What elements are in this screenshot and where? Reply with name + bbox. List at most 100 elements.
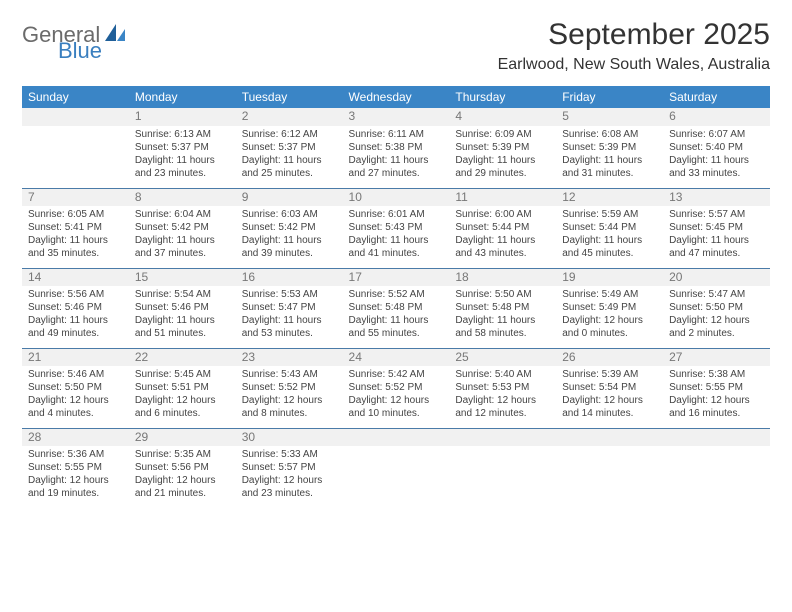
daylight-text: and 53 minutes. <box>242 327 337 340</box>
daylight-text: and 27 minutes. <box>349 167 444 180</box>
day-number: 14 <box>22 269 129 287</box>
sunset-text: Sunset: 5:57 PM <box>242 461 337 474</box>
sunrise-text: Sunrise: 5:45 AM <box>135 368 230 381</box>
calendar-cell: 12Sunrise: 5:59 AMSunset: 5:44 PMDayligh… <box>556 188 663 268</box>
daylight-text: and 23 minutes. <box>242 487 337 500</box>
daylight-text: and 49 minutes. <box>28 327 123 340</box>
sunrise-text: Sunrise: 5:46 AM <box>28 368 123 381</box>
day-number: 9 <box>236 189 343 207</box>
daylight-text: Daylight: 11 hours <box>135 234 230 247</box>
daylight-text: and 51 minutes. <box>135 327 230 340</box>
daylight-text: and 14 minutes. <box>562 407 657 420</box>
calendar-cell: 22Sunrise: 5:45 AMSunset: 5:51 PMDayligh… <box>129 348 236 428</box>
day-number-empty <box>663 429 770 447</box>
sunrise-text: Sunrise: 5:49 AM <box>562 288 657 301</box>
daylight-text: and 23 minutes. <box>135 167 230 180</box>
day-number: 6 <box>663 108 770 126</box>
daylight-text: Daylight: 12 hours <box>562 314 657 327</box>
daylight-text: Daylight: 11 hours <box>669 154 764 167</box>
daylight-text: Daylight: 11 hours <box>562 154 657 167</box>
day-number: 5 <box>556 108 663 126</box>
calendar-cell: 25Sunrise: 5:40 AMSunset: 5:53 PMDayligh… <box>449 348 556 428</box>
calendar-cell: 5Sunrise: 6:08 AMSunset: 5:39 PMDaylight… <box>556 108 663 188</box>
daylight-text: Daylight: 12 hours <box>669 394 764 407</box>
sunset-text: Sunset: 5:53 PM <box>455 381 550 394</box>
daylight-text: Daylight: 11 hours <box>242 234 337 247</box>
calendar-cell <box>343 428 450 508</box>
daylight-text: Daylight: 12 hours <box>349 394 444 407</box>
daylight-text: and 35 minutes. <box>28 247 123 260</box>
day-header: Tuesday <box>236 86 343 108</box>
sunset-text: Sunset: 5:41 PM <box>28 221 123 234</box>
calendar-cell: 8Sunrise: 6:04 AMSunset: 5:42 PMDaylight… <box>129 188 236 268</box>
daylight-text: Daylight: 11 hours <box>28 234 123 247</box>
calendar-cell: 30Sunrise: 5:33 AMSunset: 5:57 PMDayligh… <box>236 428 343 508</box>
daylight-text: and 43 minutes. <box>455 247 550 260</box>
day-number: 15 <box>129 269 236 287</box>
calendar-cell: 26Sunrise: 5:39 AMSunset: 5:54 PMDayligh… <box>556 348 663 428</box>
daylight-text: and 12 minutes. <box>455 407 550 420</box>
daylight-text: and 6 minutes. <box>135 407 230 420</box>
daylight-text: and 8 minutes. <box>242 407 337 420</box>
sunrise-text: Sunrise: 5:42 AM <box>349 368 444 381</box>
day-number: 18 <box>449 269 556 287</box>
sunset-text: Sunset: 5:45 PM <box>669 221 764 234</box>
calendar-cell: 20Sunrise: 5:47 AMSunset: 5:50 PMDayligh… <box>663 268 770 348</box>
day-number: 30 <box>236 429 343 447</box>
daylight-text: Daylight: 11 hours <box>669 234 764 247</box>
daylight-text: and 45 minutes. <box>562 247 657 260</box>
sunrise-text: Sunrise: 5:38 AM <box>669 368 764 381</box>
sunrise-text: Sunrise: 6:03 AM <box>242 208 337 221</box>
sunrise-text: Sunrise: 6:11 AM <box>349 128 444 141</box>
calendar-cell: 24Sunrise: 5:42 AMSunset: 5:52 PMDayligh… <box>343 348 450 428</box>
calendar-week-row: 7Sunrise: 6:05 AMSunset: 5:41 PMDaylight… <box>22 188 770 268</box>
sunrise-text: Sunrise: 5:53 AM <box>242 288 337 301</box>
calendar-cell: 14Sunrise: 5:56 AMSunset: 5:46 PMDayligh… <box>22 268 129 348</box>
daylight-text: Daylight: 12 hours <box>562 394 657 407</box>
calendar-cell: 29Sunrise: 5:35 AMSunset: 5:56 PMDayligh… <box>129 428 236 508</box>
calendar-cell: 16Sunrise: 5:53 AMSunset: 5:47 PMDayligh… <box>236 268 343 348</box>
sunset-text: Sunset: 5:51 PM <box>135 381 230 394</box>
sunrise-text: Sunrise: 5:43 AM <box>242 368 337 381</box>
daylight-text: and 4 minutes. <box>28 407 123 420</box>
calendar-header-row: SundayMondayTuesdayWednesdayThursdayFrid… <box>22 86 770 108</box>
day-number: 17 <box>343 269 450 287</box>
header: General Blue September 2025 Earlwood, Ne… <box>22 18 770 74</box>
calendar-table: SundayMondayTuesdayWednesdayThursdayFrid… <box>22 86 770 508</box>
sunset-text: Sunset: 5:37 PM <box>242 141 337 154</box>
daylight-text: and 19 minutes. <box>28 487 123 500</box>
daylight-text: and 31 minutes. <box>562 167 657 180</box>
day-number: 8 <box>129 189 236 207</box>
daylight-text: and 55 minutes. <box>349 327 444 340</box>
calendar-week-row: 28Sunrise: 5:36 AMSunset: 5:55 PMDayligh… <box>22 428 770 508</box>
daylight-text: and 47 minutes. <box>669 247 764 260</box>
day-number: 10 <box>343 189 450 207</box>
calendar-cell: 23Sunrise: 5:43 AMSunset: 5:52 PMDayligh… <box>236 348 343 428</box>
daylight-text: Daylight: 11 hours <box>455 154 550 167</box>
daylight-text: Daylight: 11 hours <box>562 234 657 247</box>
calendar-cell <box>663 428 770 508</box>
daylight-text: Daylight: 11 hours <box>135 154 230 167</box>
daylight-text: and 39 minutes. <box>242 247 337 260</box>
calendar-cell: 19Sunrise: 5:49 AMSunset: 5:49 PMDayligh… <box>556 268 663 348</box>
calendar-cell: 6Sunrise: 6:07 AMSunset: 5:40 PMDaylight… <box>663 108 770 188</box>
sunset-text: Sunset: 5:50 PM <box>28 381 123 394</box>
daylight-text: and 37 minutes. <box>135 247 230 260</box>
day-number: 3 <box>343 108 450 126</box>
daylight-text: Daylight: 11 hours <box>349 234 444 247</box>
sunset-text: Sunset: 5:44 PM <box>562 221 657 234</box>
daylight-text: and 29 minutes. <box>455 167 550 180</box>
calendar-cell <box>22 108 129 188</box>
sunrise-text: Sunrise: 5:36 AM <box>28 448 123 461</box>
sunrise-text: Sunrise: 6:07 AM <box>669 128 764 141</box>
day-number: 2 <box>236 108 343 126</box>
logo-text-blue: Blue <box>58 41 127 61</box>
daylight-text: and 41 minutes. <box>349 247 444 260</box>
day-number: 11 <box>449 189 556 207</box>
sunrise-text: Sunrise: 5:56 AM <box>28 288 123 301</box>
daylight-text: Daylight: 12 hours <box>242 394 337 407</box>
daylight-text: Daylight: 12 hours <box>669 314 764 327</box>
day-number-empty <box>449 429 556 447</box>
sunset-text: Sunset: 5:50 PM <box>669 301 764 314</box>
day-header: Sunday <box>22 86 129 108</box>
